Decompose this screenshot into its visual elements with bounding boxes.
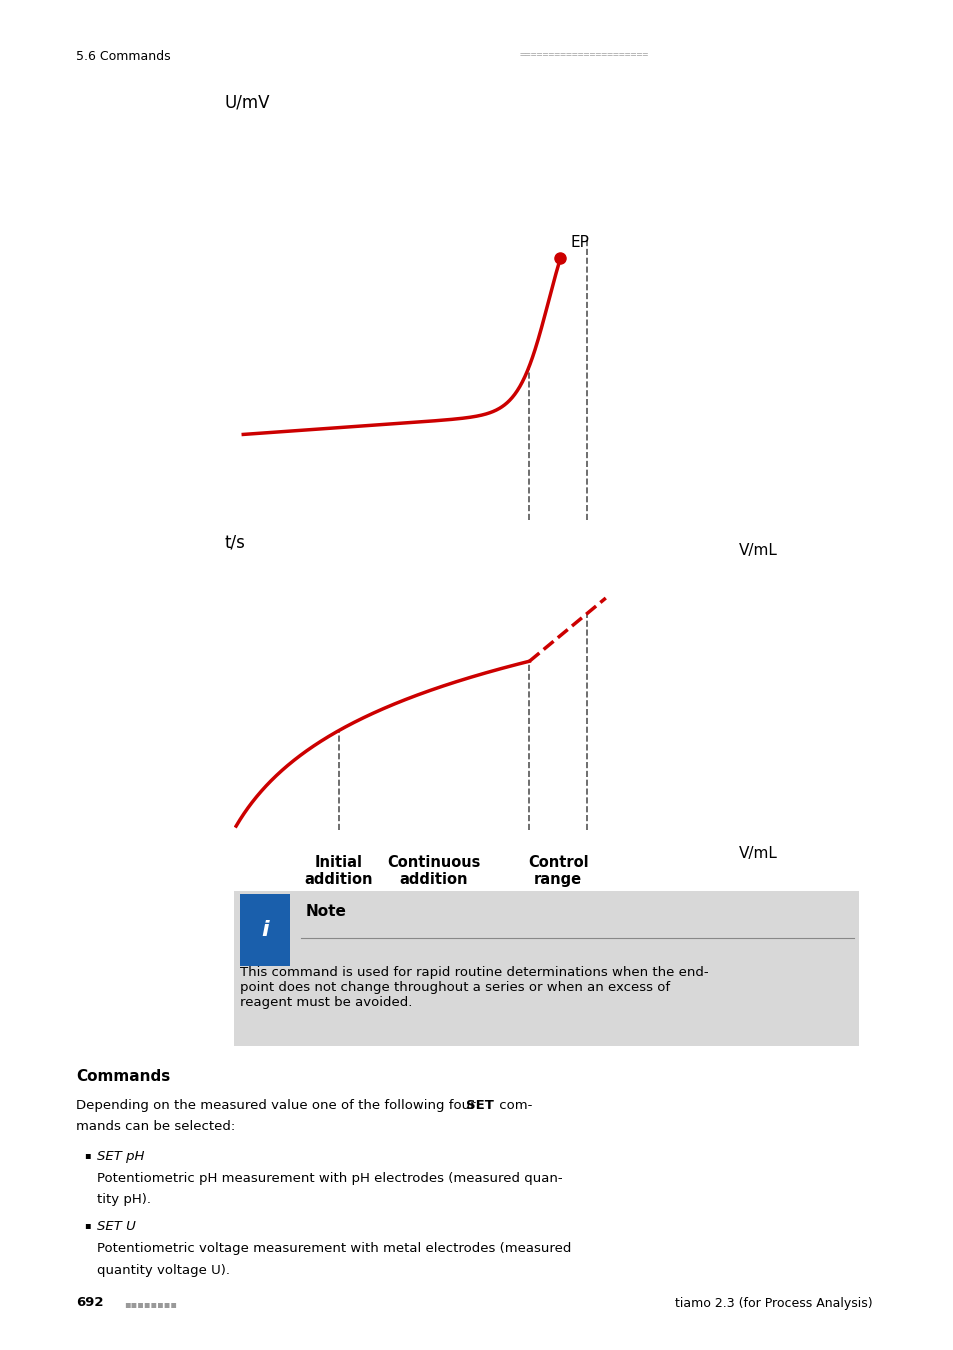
Text: mands can be selected:: mands can be selected:: [76, 1120, 235, 1134]
Text: 5.6 Commands: 5.6 Commands: [76, 50, 171, 63]
Text: i: i: [261, 919, 269, 940]
Text: quantity voltage U).: quantity voltage U).: [97, 1264, 230, 1277]
Text: SET: SET: [465, 1099, 493, 1112]
Text: Initial
addition: Initial addition: [304, 855, 373, 887]
Text: Potentiometric pH measurement with pH electrodes (measured quan-: Potentiometric pH measurement with pH el…: [97, 1172, 562, 1185]
Text: com-: com-: [495, 1099, 532, 1112]
Text: U/mV: U/mV: [224, 95, 270, 112]
Text: tity pH).: tity pH).: [97, 1193, 152, 1207]
Text: SET U: SET U: [97, 1220, 136, 1234]
Text: Note: Note: [305, 904, 346, 919]
Text: ▪▪▪▪▪▪▪▪: ▪▪▪▪▪▪▪▪: [124, 1300, 177, 1310]
Text: EP: EP: [570, 235, 588, 250]
Text: 692: 692: [76, 1296, 104, 1310]
Text: SET pH: SET pH: [97, 1150, 145, 1164]
Text: ======================: ======================: [519, 50, 648, 59]
Text: Depending on the measured value one of the following four: Depending on the measured value one of t…: [76, 1099, 479, 1112]
Text: V/mL: V/mL: [739, 846, 778, 861]
Text: t/s: t/s: [224, 533, 245, 551]
Text: Potentiometric voltage measurement with metal electrodes (measured: Potentiometric voltage measurement with …: [97, 1242, 571, 1256]
Text: Continuous
addition: Continuous addition: [387, 855, 480, 887]
Text: Commands: Commands: [76, 1069, 171, 1084]
Text: Control
range: Control range: [527, 855, 588, 887]
Text: ▪: ▪: [84, 1150, 91, 1160]
Text: tiamo 2.3 (for Process Analysis): tiamo 2.3 (for Process Analysis): [675, 1296, 872, 1310]
Text: ▪: ▪: [84, 1220, 91, 1230]
Text: V/mL: V/mL: [739, 543, 778, 558]
Text: This command is used for rapid routine determinations when the end-
point does n: This command is used for rapid routine d…: [240, 965, 708, 1008]
